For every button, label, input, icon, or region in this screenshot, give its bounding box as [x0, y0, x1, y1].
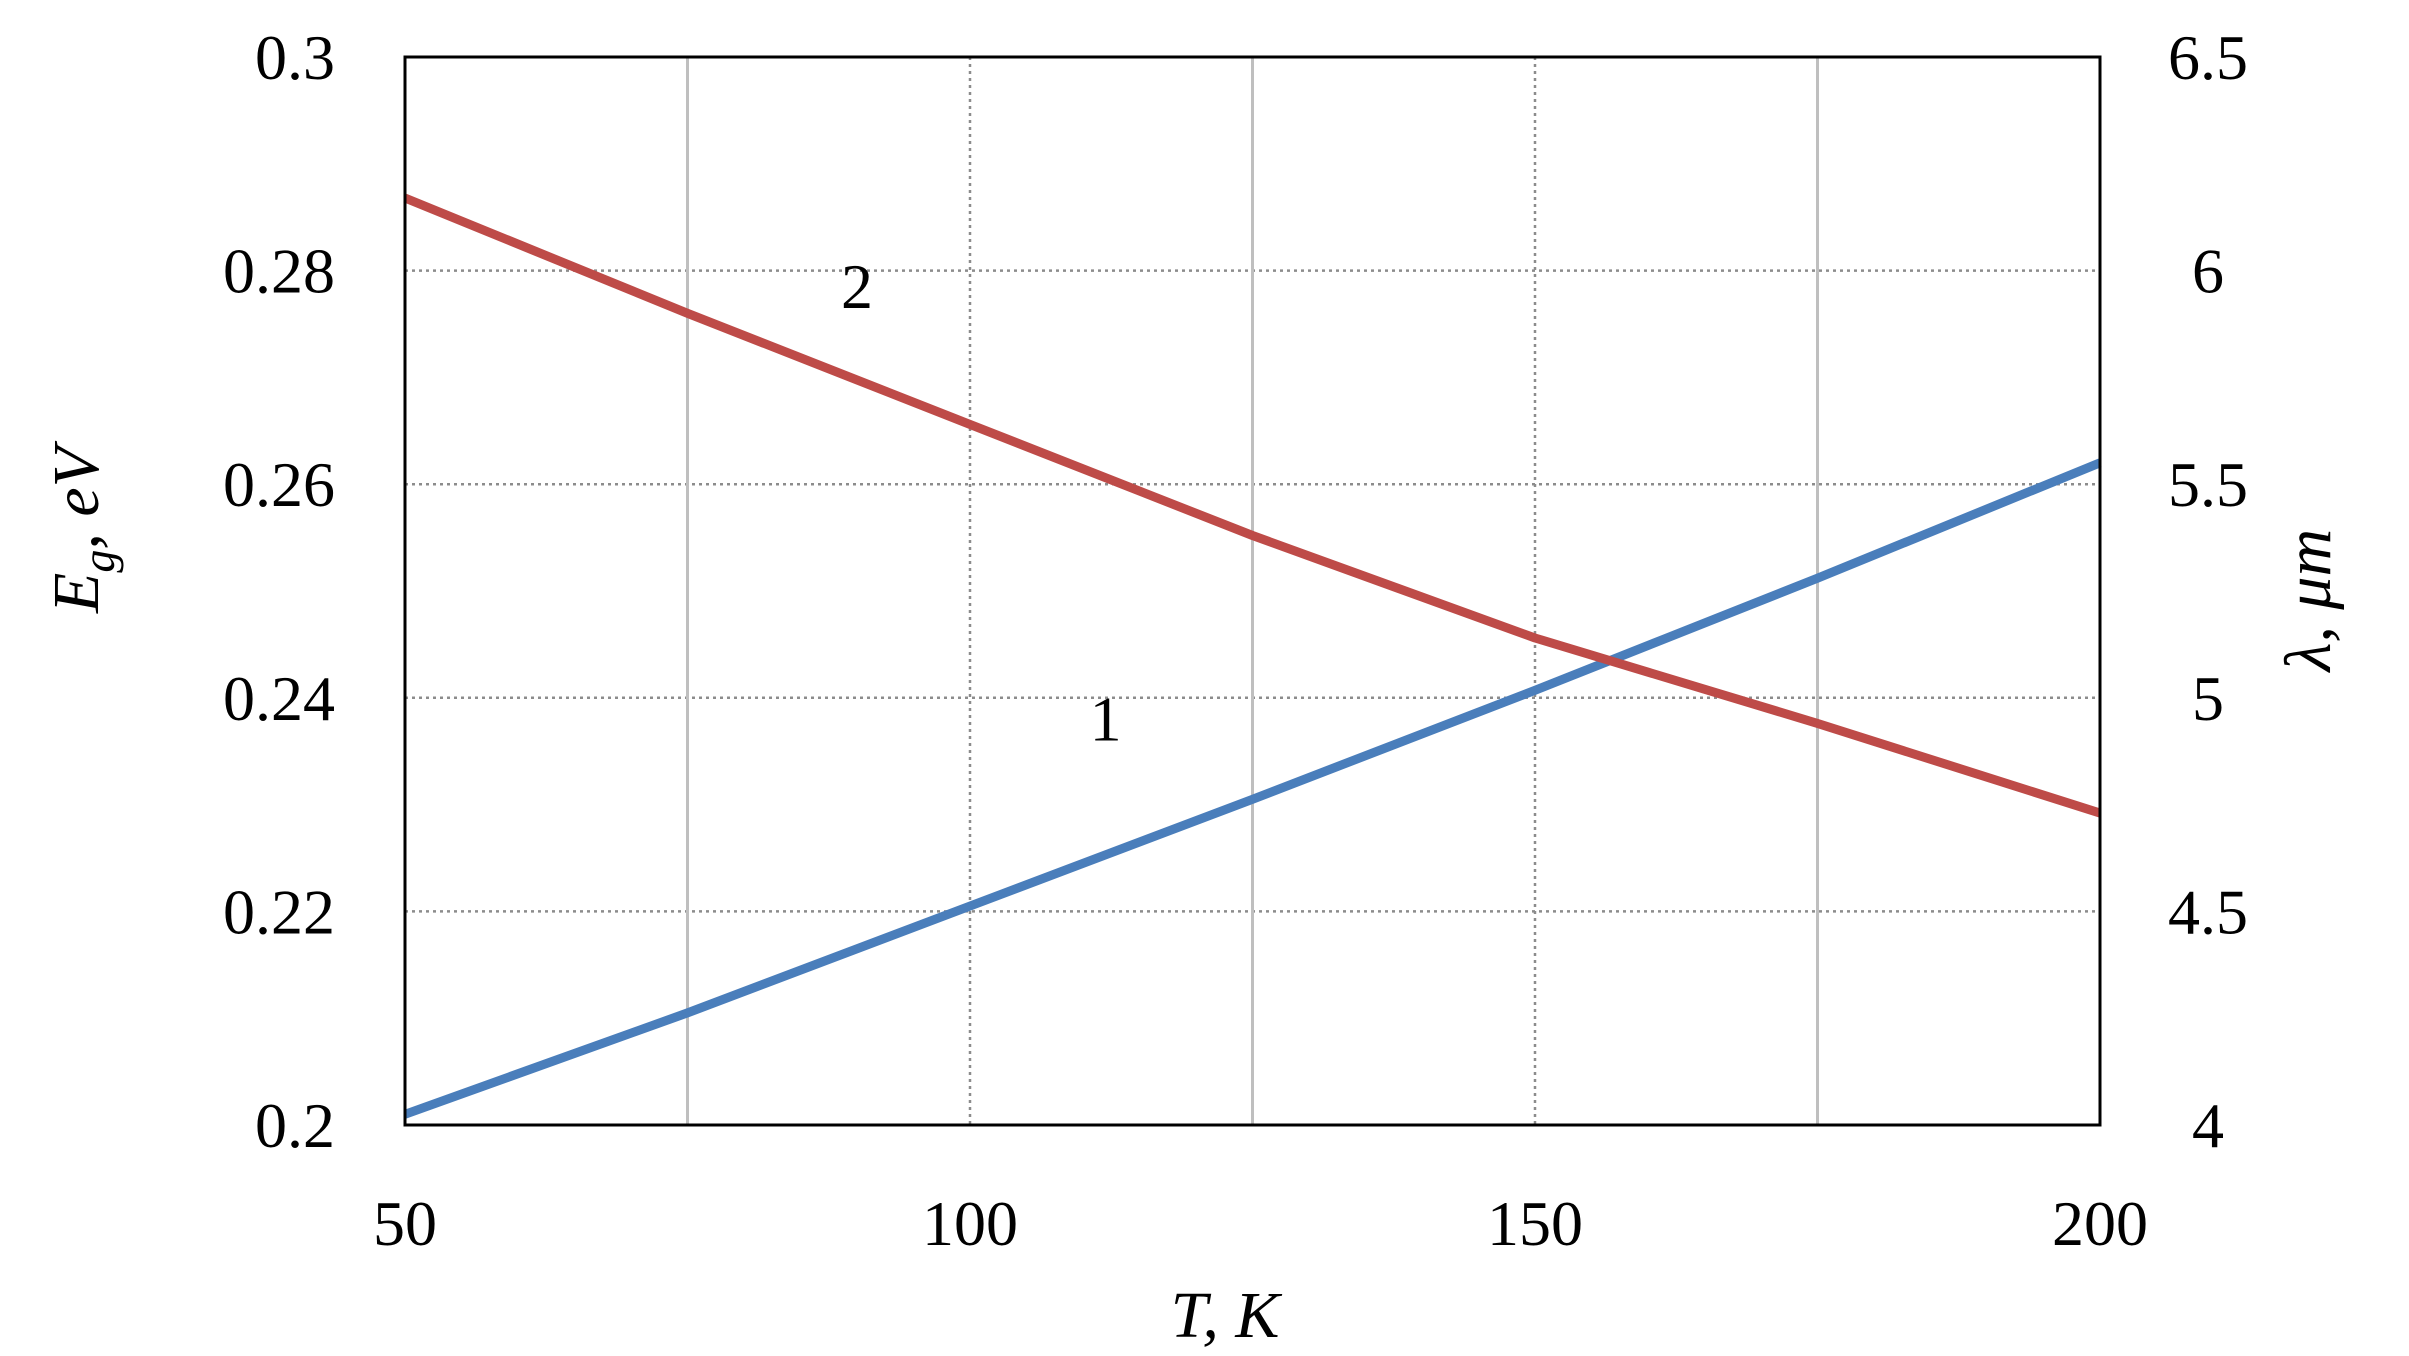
- x-tick-label: 50: [373, 1188, 437, 1259]
- series-line-2: [403, 193, 2102, 818]
- series-layer: [403, 193, 2102, 1119]
- x-axis-title: T, K: [1171, 1279, 1283, 1352]
- y-left-tick-label: 0.28: [223, 236, 335, 307]
- y-left-axis-title-main: E: [40, 573, 113, 614]
- y-right-tick-label: 5: [2192, 663, 2224, 734]
- y-left-tick-label: 0.26: [223, 449, 335, 520]
- grid: [403, 55, 2102, 1127]
- y-right-tick-labels: 4 4.5 5 5.5 6 6.5: [2168, 22, 2248, 1161]
- y-left-tick-labels: 0.2 0.22 0.24 0.26 0.28 0.3: [223, 22, 335, 1161]
- y-left-tick-label: 0.22: [223, 876, 335, 947]
- y-left-tick-label: 0.3: [255, 22, 335, 93]
- y-right-axis-title: λ, μm: [2272, 529, 2345, 673]
- y-left-axis-title-rest: , eV: [40, 440, 113, 549]
- x-tick-label: 150: [1487, 1188, 1583, 1259]
- y-left-tick-label: 0.24: [223, 663, 335, 734]
- x-tick-label: 200: [2052, 1188, 2148, 1259]
- x-tick-label: 100: [922, 1188, 1018, 1259]
- y-right-tick-label: 6: [2192, 236, 2224, 307]
- y-left-axis-title-sub: g: [73, 550, 124, 573]
- y-right-tick-label: 6.5: [2168, 22, 2248, 93]
- x-tick-labels: 50 100 150 200: [373, 1188, 2148, 1259]
- y-left-axis-title: Eg, eV: [40, 440, 124, 614]
- curve-label-1: 1: [1090, 684, 1122, 755]
- plot-frame: [403, 55, 2102, 1127]
- y-left-tick-label: 0.2: [255, 1090, 335, 1161]
- y-right-tick-label: 4.5: [2168, 876, 2248, 947]
- curve-label-2: 2: [841, 251, 873, 322]
- y-right-tick-label: 4: [2192, 1090, 2224, 1161]
- y-right-tick-label: 5.5: [2168, 449, 2248, 520]
- curve-labels: 12: [841, 251, 1122, 755]
- series-line-1: [403, 458, 2102, 1119]
